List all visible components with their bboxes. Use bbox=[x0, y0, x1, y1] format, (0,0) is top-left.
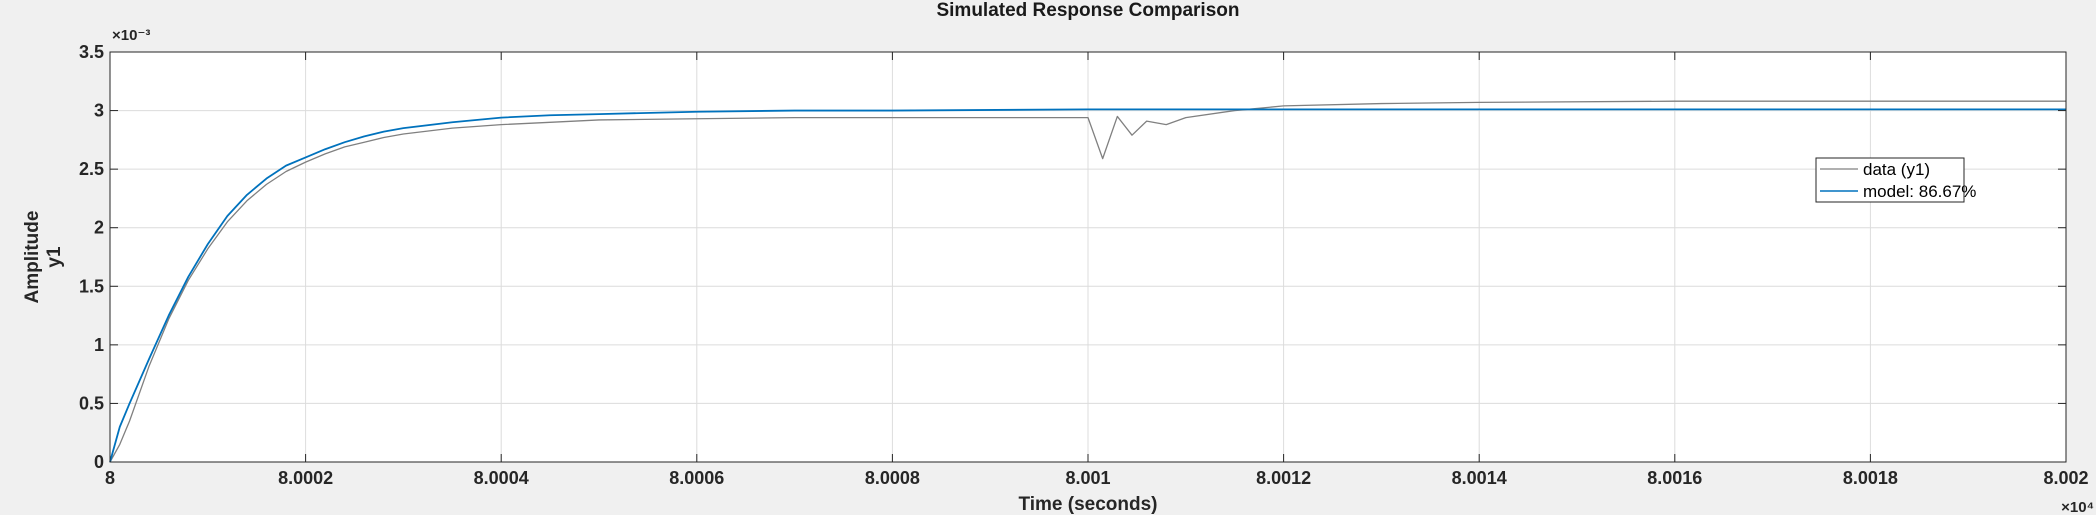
y-axis-label: Amplitude bbox=[22, 211, 43, 304]
legend: data (y1) model: 86.67% bbox=[1815, 157, 1976, 203]
x-tick-label: 8.0016 bbox=[1647, 468, 1702, 488]
y-tick-label: 3.5 bbox=[79, 42, 104, 62]
x-axis-label: Time (seconds) bbox=[1018, 494, 1157, 515]
x-multiplier-label: ×10⁴ bbox=[2061, 499, 2094, 515]
x-tick-label: 8.002 bbox=[2043, 468, 2088, 488]
y-tick-label: 2 bbox=[94, 218, 104, 238]
x-tick-label: 8.001 bbox=[1065, 468, 1110, 488]
x-tick-label: 8 bbox=[105, 468, 115, 488]
grid-lines bbox=[110, 52, 2066, 462]
x-tick-label: 8.0008 bbox=[865, 468, 920, 488]
y-multiplier-label: ×10⁻³ bbox=[112, 27, 150, 44]
chart-title: Simulated Response Comparison bbox=[936, 0, 1239, 21]
series-line-data bbox=[109, 100, 2066, 463]
y-tick-label: 1 bbox=[94, 335, 104, 355]
y-axis-ticks: 0 0.5 1 1.5 2 2.5 3 3.5 bbox=[79, 42, 2066, 472]
legend-entry-data: data (y1) bbox=[1863, 160, 1930, 179]
y-tick-label: 2.5 bbox=[79, 159, 104, 179]
y-axis-multiplier: ×10⁻³ bbox=[112, 27, 150, 44]
legend-box bbox=[1815, 157, 1965, 203]
legend-entry-model: model: 86.67% bbox=[1863, 182, 1976, 201]
x-tick-label: 8.0012 bbox=[1256, 468, 1311, 488]
series-line-model bbox=[109, 108, 2066, 463]
series-layer bbox=[109, 100, 2066, 463]
x-tick-label: 8.0006 bbox=[669, 468, 724, 488]
y-tick-label: 0.5 bbox=[79, 393, 104, 413]
x-axis-multiplier: ×10⁴ bbox=[2061, 499, 2094, 515]
y-axis-channel-label: y1 bbox=[44, 246, 65, 268]
x-tick-label: 8.0004 bbox=[474, 468, 529, 488]
x-tick-label: 8.0002 bbox=[278, 468, 333, 488]
x-tick-label: 8.0018 bbox=[1843, 468, 1898, 488]
y-tick-label: 0 bbox=[94, 452, 104, 472]
x-axis-ticks: 8 8.0002 8.0004 8.0006 8.0008 8.001 8.0012 8.00… bbox=[105, 52, 2089, 488]
x-tick-label: 8.0014 bbox=[1452, 468, 1507, 488]
y-tick-label: 1.5 bbox=[79, 276, 104, 296]
y-tick-label: 3 bbox=[94, 101, 104, 121]
